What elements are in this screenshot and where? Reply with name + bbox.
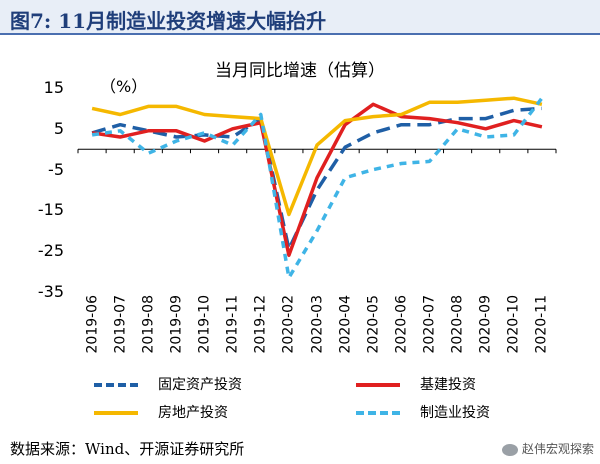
legend-label: 固定资产投资	[158, 377, 242, 393]
y-tick-label: -15	[37, 200, 64, 220]
y-tick-label: 15	[43, 78, 64, 97]
x-tick-label: 2020-02	[280, 295, 297, 354]
y-axis-unit-label: （%）	[100, 77, 148, 96]
x-tick-label: 2019-12	[252, 295, 269, 354]
y-tick-label: -25	[37, 241, 64, 261]
legend-swatch	[356, 383, 400, 387]
watermark-text: 赵伟宏观探索	[521, 442, 594, 456]
x-tick-label: 2020-03	[309, 295, 325, 354]
wechat-watermark: 赵伟宏观探索	[501, 440, 594, 460]
legend-swatch	[356, 411, 400, 415]
x-tick-label: 2020-07	[421, 295, 438, 354]
figure-title: 图7: 11月制造业投资增速大幅抬升	[10, 9, 327, 33]
x-tick-label: 2020-06	[393, 295, 410, 354]
x-tick-label: 2020-09	[477, 295, 494, 354]
legend-swatch	[94, 383, 138, 387]
x-tick-label: 2019-08	[140, 295, 157, 354]
legend-label: 基建投资	[420, 377, 476, 393]
x-tick-label: 2019-11	[224, 295, 241, 354]
x-tick-label: 2020-10	[505, 295, 522, 354]
series-line-2	[91, 96, 543, 217]
series-line-0	[91, 106, 543, 251]
wechat-icon	[501, 443, 518, 456]
series-line-1	[91, 102, 543, 258]
y-tick-label: -5	[48, 159, 64, 179]
x-tick-label: 2019-06	[84, 295, 101, 354]
chart-title: 当月同比增速（估算）	[215, 61, 385, 81]
x-tick-label: 2019-07	[112, 295, 129, 354]
x-tick-label: 2019-09	[168, 295, 185, 354]
figure-header-bar: 图7: 11月制造业投资增速大幅抬升	[0, 0, 600, 35]
x-tick-label: 2019-10	[196, 295, 213, 354]
data-source-note: 数据来源：Wind、开源证券研究所	[10, 440, 245, 458]
y-tick-label: -35	[37, 282, 64, 301]
y-tick-label: 5	[53, 118, 64, 138]
x-tick-label: 2020-11	[533, 295, 550, 354]
x-tick-label: 2020-08	[449, 295, 466, 354]
series-line-3	[91, 97, 544, 280]
x-tick-label: 2020-05	[365, 295, 382, 354]
legend-label: 制造业投资	[420, 405, 490, 421]
legend-swatch	[94, 411, 138, 415]
x-tick-label: 2020-04	[337, 295, 354, 354]
legend-label: 房地产投资	[158, 405, 228, 421]
